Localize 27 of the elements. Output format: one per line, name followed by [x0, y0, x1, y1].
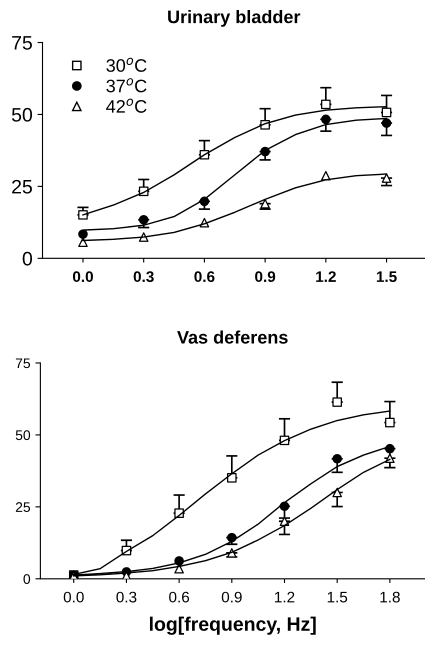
chart-title: Urinary bladder [168, 10, 300, 27]
x-tick-label: 0.9 [255, 271, 276, 282]
x-tick-label: 1.5 [328, 592, 348, 603]
y-tick-label: 0 [22, 252, 32, 266]
x-tick-label: 1.5 [376, 271, 397, 282]
legend-label: 42$^{o}$C [106, 98, 147, 113]
x-tick-label: 0.9 [222, 592, 242, 603]
x-tick-label: 1.2 [275, 592, 294, 602]
x-tick-label: 0.6 [169, 592, 190, 603]
y-tick-label: 25 [12, 180, 32, 194]
x-tick-label: 1.8 [380, 592, 400, 603]
y-tick-label: 75 [12, 36, 32, 50]
legend-label: 30$^{o}$C [106, 58, 147, 72]
y-tick-label: 0 [23, 574, 30, 584]
x-tick-label: 0.0 [72, 271, 93, 282]
x-tick-label: 0.3 [134, 271, 154, 282]
x-tick-label: 1.2 [316, 271, 336, 282]
x-tick-label: 0.6 [194, 271, 214, 282]
y-tick-label: 50 [16, 430, 30, 440]
y-tick-label: 50 [12, 108, 32, 122]
legend-label: 37$^{o}$C [106, 78, 147, 92]
chart-title: Vas deferens [177, 330, 288, 344]
y-tick-label: 75 [16, 358, 30, 368]
x-axis-title: log[frequency, Hz] [150, 616, 316, 635]
x-tick-label: 0.0 [64, 592, 84, 603]
x-tick-label: 0.3 [116, 592, 136, 603]
y-tick-label: 25 [16, 502, 30, 512]
